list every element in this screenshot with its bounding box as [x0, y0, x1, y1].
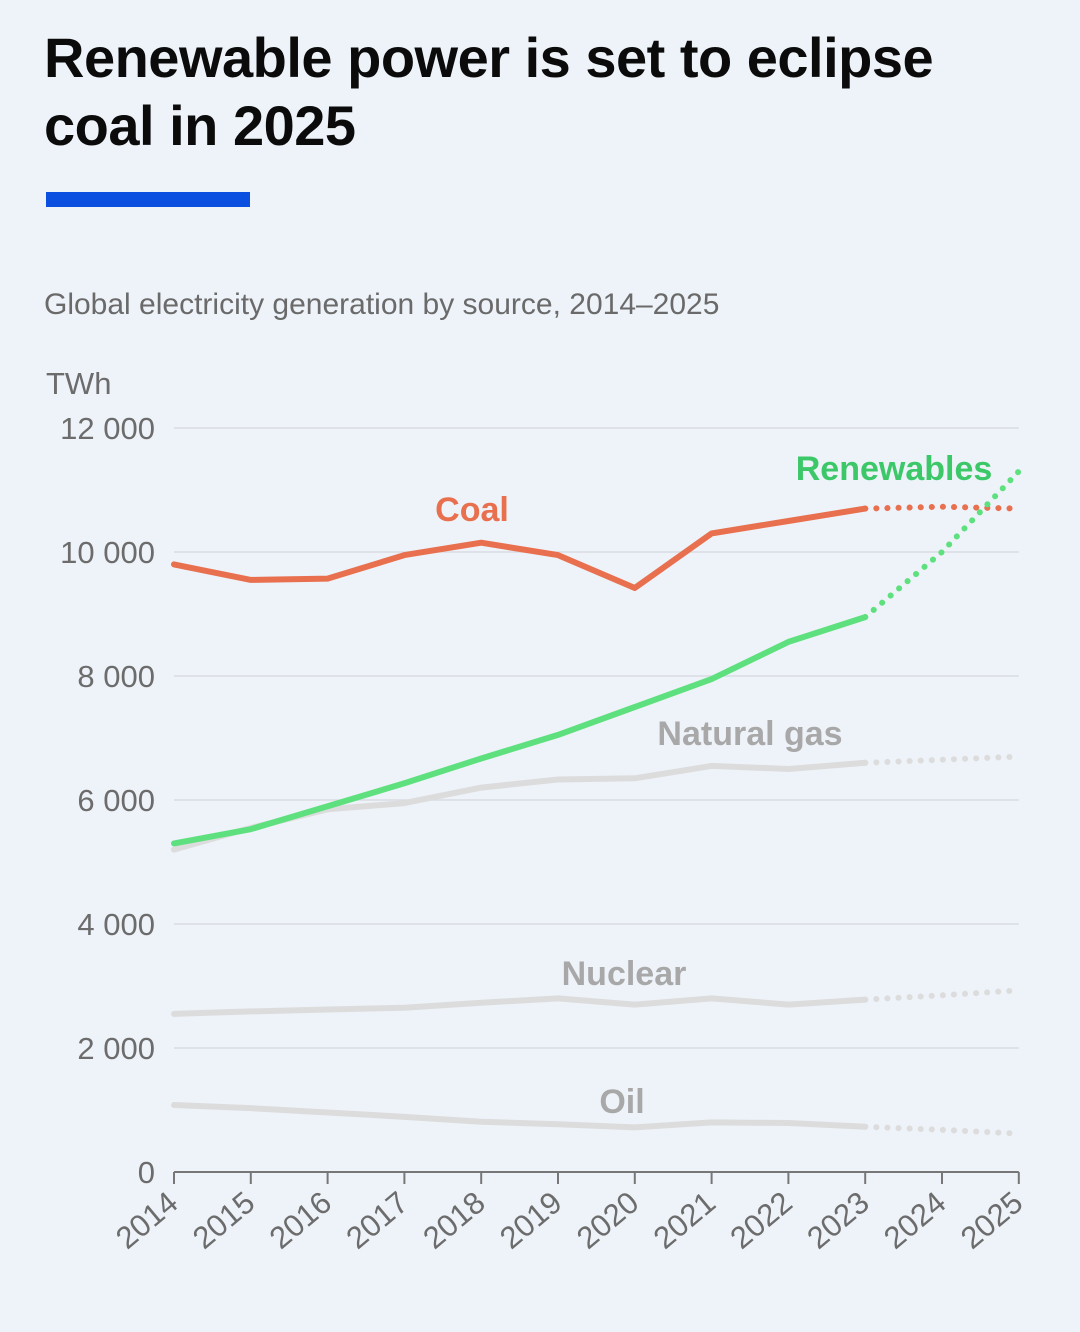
x-tick-label: 2018 — [416, 1185, 491, 1256]
oil-line-forecast — [862, 1123, 1022, 1137]
nuclear-series-label: Nuclear — [562, 955, 687, 993]
x-tick-label: 2015 — [186, 1185, 261, 1256]
series-labels: Coal Renewables Natural gas Nuclear Oil — [435, 450, 992, 1121]
natural-gas-series-label: Natural gas — [657, 715, 842, 753]
nuclear-line-actual — [171, 995, 869, 1017]
x-tick-label: 2020 — [570, 1185, 645, 1256]
x-tick-label: 2017 — [340, 1185, 415, 1256]
nuclear-line-forecast — [862, 987, 1022, 1003]
x-tick-label: 2023 — [800, 1185, 875, 1256]
y-tick-label: 2 000 — [77, 1031, 155, 1066]
x-tick-label: 2025 — [954, 1185, 1029, 1256]
y-tick-label: 6 000 — [77, 783, 155, 818]
oil-line-actual — [171, 1102, 869, 1131]
gridlines — [174, 427, 1019, 1049]
x-tick-label: 2019 — [493, 1185, 568, 1256]
y-tick-label: 4 000 — [77, 907, 155, 942]
coal-line-forecast — [862, 503, 1022, 512]
renewables-series-label: Renewables — [796, 450, 993, 488]
chart-title: Renewable power is set to eclipse coal i… — [44, 26, 934, 157]
x-tick-label: 2021 — [647, 1185, 722, 1256]
y-tick-label: 10 000 — [60, 535, 155, 570]
x-tick-label: 2016 — [263, 1185, 338, 1256]
y-tick-label: 12 000 — [60, 411, 155, 446]
oil-series-label: Oil — [599, 1083, 644, 1121]
renewables-line-forecast — [862, 468, 1022, 621]
chart-subtitle: Global electricity generation by source,… — [44, 288, 720, 321]
coal-line-actual — [171, 505, 869, 591]
natural-gas-line-actual — [171, 759, 869, 853]
coal-series-label: Coal — [435, 491, 509, 529]
series-lines — [171, 468, 1022, 1137]
x-tick-label: 2014 — [109, 1185, 184, 1256]
title-accent-bar — [46, 192, 250, 207]
y-tick-label: 0 — [138, 1155, 155, 1190]
y-tick-label: 8 000 — [77, 659, 155, 694]
y-axis-unit-label: TWh — [46, 366, 111, 401]
renewables-line-actual — [171, 614, 869, 847]
natural-gas-line-forecast — [862, 753, 1022, 766]
x-tick-label: 2022 — [724, 1185, 799, 1256]
x-tick-label: 2024 — [877, 1185, 952, 1256]
